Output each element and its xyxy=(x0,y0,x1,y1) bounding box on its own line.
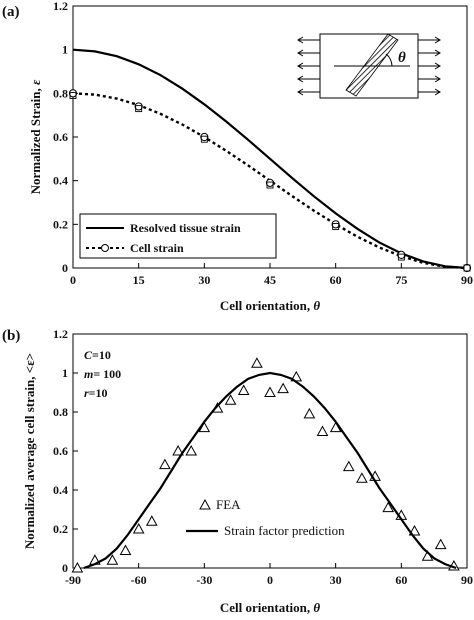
panel-a-inset: θ xyxy=(297,33,441,99)
panel-b-series xyxy=(71,357,460,573)
b-xtick-label: -90 xyxy=(65,573,81,587)
a-cell-strain-squares-point xyxy=(200,135,208,143)
a-cell-strain-squares-point xyxy=(266,181,274,189)
a-xtick-label: 15 xyxy=(133,273,145,287)
b-fea-point xyxy=(356,472,368,483)
b-fea-point xyxy=(185,444,198,456)
a-ytick-label: 0 xyxy=(62,261,68,275)
a-ytick-label: 1 xyxy=(62,43,68,57)
legend-b-item-1: FEA xyxy=(216,497,241,512)
b-fea-point xyxy=(145,515,158,526)
a-xtick-label: 45 xyxy=(264,273,276,287)
a-cell-strain-points-point xyxy=(331,220,340,229)
b-xtick-label: 0 xyxy=(267,573,273,587)
panel-b-label: (b) xyxy=(2,328,20,344)
a-cell-strain-points-point xyxy=(200,132,209,142)
panel-b-x-ticks: -90 -60 -30 0 30 60 90 xyxy=(65,563,473,587)
b-fea-point xyxy=(159,458,171,470)
b-xtick-label: 90 xyxy=(461,573,473,587)
panel-b-annotations: C=10 m= 100 r=10 xyxy=(84,348,121,400)
legend-b-triangle-marker xyxy=(199,498,211,510)
b-fea-point xyxy=(277,382,289,394)
legend-a-item-1: Resolved tissue strain xyxy=(130,221,241,235)
b-ytick-label: 1.2 xyxy=(53,327,68,341)
b-fea-point xyxy=(237,384,250,395)
a-xtick-label: 30 xyxy=(198,273,210,287)
panel-b-legend: FEA Strain factor prediction xyxy=(186,497,345,538)
b-fea-point xyxy=(251,357,263,368)
a-cell-strain-points-point xyxy=(134,102,143,111)
b-fea-point xyxy=(71,561,84,573)
a-cell-strain-points-point xyxy=(397,250,406,259)
panel-b-y-label: Normalized average cell strain, <ε> xyxy=(22,353,37,549)
a-cell-strain-squares-point xyxy=(397,253,405,261)
b-fea-point xyxy=(303,407,316,419)
b-xtick-label: 60 xyxy=(395,573,407,587)
panel-b-y-ticks: 0 0.2 0.4 0.6 0.8 1 1.2 xyxy=(53,327,78,575)
a-xtick-label: 60 xyxy=(330,273,342,287)
legend-a-circle-marker xyxy=(101,244,109,252)
b-xtick-label: 30 xyxy=(330,573,342,587)
b-fea-point xyxy=(224,394,237,405)
legend-a-item-2: Cell strain xyxy=(130,241,184,255)
inset-left-arrows xyxy=(297,36,320,96)
b-fea-point xyxy=(382,501,395,513)
a-ytick-label: 1.2 xyxy=(53,0,68,13)
panel-a-y-ticks: 0 0.2 0.4 0.6 0.8 1 1.2 xyxy=(53,0,78,275)
a-cell-strain-squares-point xyxy=(69,92,77,99)
b-fea-point xyxy=(132,522,145,534)
a-xtick-label: 0 xyxy=(70,273,76,287)
panel-a-series xyxy=(68,48,472,273)
inset-angle-arc xyxy=(385,53,393,67)
b-ytick-label: 0.4 xyxy=(53,483,68,497)
inset-theta-label: θ xyxy=(398,50,406,66)
b-xtick-label: -60 xyxy=(131,573,147,587)
b-fea-point xyxy=(172,444,184,456)
legend-b-item-2: Strain factor prediction xyxy=(224,523,345,538)
a-xtick-label: 90 xyxy=(461,273,473,287)
panel-a-legend: Resolved tissue strain Cell strain xyxy=(79,213,277,259)
b-ytick-label: 1 xyxy=(62,366,68,380)
a-ytick-label: 0.6 xyxy=(53,130,68,144)
panel-a-label: (a) xyxy=(2,4,20,20)
b-ytick-label: 0.6 xyxy=(53,444,68,458)
a-cell-strain-squares-point xyxy=(135,105,143,113)
b-strain-factor-prediction-line xyxy=(83,371,457,570)
b-ytick-label: 0 xyxy=(62,561,68,575)
b-fea-point xyxy=(316,425,329,436)
a-ytick-label: 0.8 xyxy=(53,86,68,100)
legend-a-box xyxy=(79,213,277,259)
a-cell-strain-points-point xyxy=(462,263,472,273)
inset-right-arrows xyxy=(418,36,441,96)
a-ytick-label: 0.2 xyxy=(53,217,68,231)
a-cell-strain-points-point xyxy=(265,178,275,187)
a-cell-strain-squares-point xyxy=(463,264,471,272)
b-fea-point xyxy=(106,554,119,565)
b-ytick-label: 0.8 xyxy=(53,405,68,419)
inset-hatched-cell xyxy=(345,33,399,97)
a-ytick-label: 0.4 xyxy=(53,174,68,188)
a-cell-strain-points-point xyxy=(68,89,78,98)
b-fea-point xyxy=(264,386,276,397)
a-cell-strain-squares-point xyxy=(332,223,340,230)
annotation-c: C=10 xyxy=(84,348,111,362)
panel-a-y-label: Normalized Strain, ε xyxy=(28,79,43,194)
panel-b-x-label: Cell orientation, θ xyxy=(220,600,321,615)
a-xtick-label: 75 xyxy=(395,273,407,287)
b-fea-point xyxy=(119,544,132,555)
b-ytick-label: 0.2 xyxy=(53,522,68,536)
annotation-r: r=10 xyxy=(84,386,108,400)
b-fea-point xyxy=(434,538,447,550)
annotation-m: m= 100 xyxy=(84,367,121,381)
b-xtick-label: -30 xyxy=(196,573,212,587)
panel-a-x-label: Cell orientation, θ xyxy=(220,298,321,313)
panel-a-x-ticks: 0 15 30 45 60 75 90 xyxy=(70,263,473,287)
b-fea-point xyxy=(342,460,355,472)
